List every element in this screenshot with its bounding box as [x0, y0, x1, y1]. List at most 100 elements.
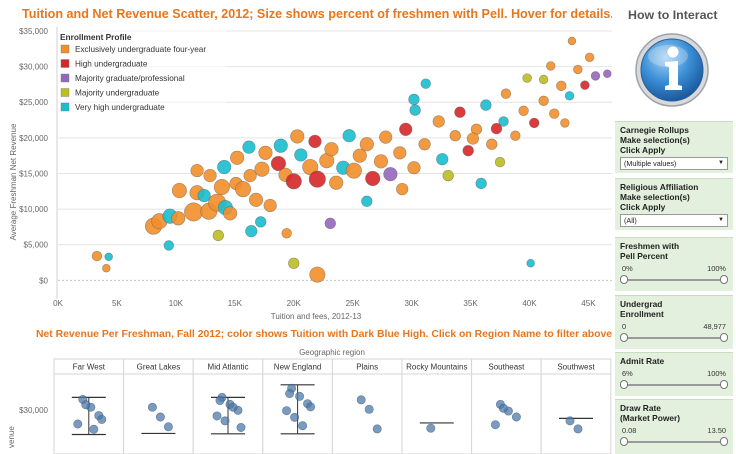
scatter-point[interactable]: [449, 130, 461, 142]
info-icon[interactable]: [634, 30, 710, 110]
scatter-point[interactable]: [408, 93, 420, 106]
region-point[interactable]: [285, 389, 295, 399]
scatter-point[interactable]: [556, 80, 567, 92]
region-point[interactable]: [89, 424, 99, 434]
scatter-point[interactable]: [549, 108, 560, 119]
scatter-point[interactable]: [567, 36, 577, 46]
scatter-point[interactable]: [538, 95, 549, 106]
slider-max-handle[interactable]: [720, 437, 728, 446]
scatter-point[interactable]: [212, 229, 224, 242]
scatter-point[interactable]: [290, 129, 305, 144]
scatter-point[interactable]: [285, 173, 302, 190]
pell-slider[interactable]: [620, 275, 728, 285]
region-point[interactable]: [426, 423, 436, 433]
scatter-point[interactable]: [258, 145, 273, 160]
scatter-point[interactable]: [518, 105, 529, 116]
legend-item-label[interactable]: High undergraduate: [75, 60, 148, 69]
slider-min-handle[interactable]: [620, 437, 628, 446]
scatter-point[interactable]: [245, 225, 258, 238]
scatter-point[interactable]: [263, 198, 277, 213]
region-header[interactable]: Far West: [73, 363, 106, 372]
scatter-point[interactable]: [432, 115, 445, 128]
scatter-point[interactable]: [494, 156, 506, 168]
scatter-point[interactable]: [490, 122, 503, 135]
scatter-point[interactable]: [526, 258, 535, 268]
region-point[interactable]: [290, 412, 300, 422]
region-point[interactable]: [97, 414, 107, 424]
scatter-point[interactable]: [324, 217, 336, 229]
scatter-point[interactable]: [213, 178, 230, 196]
scatter-point[interactable]: [393, 146, 407, 160]
scatter-point[interactable]: [248, 192, 264, 207]
enrollment-slider[interactable]: [620, 333, 728, 343]
scatter-point[interactable]: [163, 240, 174, 251]
legend-item-label[interactable]: Exclusively undergraduate four-year: [75, 45, 206, 54]
scatter-point[interactable]: [365, 170, 381, 187]
region-point[interactable]: [511, 412, 521, 422]
scatter-point[interactable]: [522, 73, 532, 83]
region-point[interactable]: [236, 423, 246, 433]
scatter-point[interactable]: [352, 148, 367, 163]
region-point[interactable]: [306, 402, 316, 412]
scatter-point[interactable]: [281, 228, 292, 239]
scatter-point[interactable]: [223, 206, 238, 221]
carnegie-dropdown[interactable]: (Multiple values) ▼: [620, 157, 728, 170]
legend[interactable]: Enrollment Profile Exclusively undergrad…: [58, 30, 226, 120]
scatter-point[interactable]: [197, 188, 211, 203]
region-point[interactable]: [81, 400, 91, 410]
slider-max-handle[interactable]: [720, 380, 728, 389]
region-point[interactable]: [212, 411, 222, 421]
scatter-point[interactable]: [373, 154, 389, 169]
slider-min-handle[interactable]: [620, 333, 628, 342]
region-point[interactable]: [163, 422, 173, 432]
scatter-point[interactable]: [420, 78, 431, 89]
scatter-point[interactable]: [102, 263, 111, 273]
scatter-point[interactable]: [538, 74, 549, 85]
scatter-point[interactable]: [498, 116, 509, 127]
region-header[interactable]: New England: [274, 363, 322, 372]
scatter-point[interactable]: [442, 169, 454, 182]
scatter-point[interactable]: [230, 150, 245, 165]
scatter-point[interactable]: [407, 161, 421, 175]
scatter-point[interactable]: [573, 64, 583, 75]
region-header[interactable]: Plains: [356, 363, 378, 372]
region-box-plot[interactable]: Geographic region Far West Great Lakes Mid…: [0, 344, 612, 454]
legend-item-label[interactable]: Majority graduate/professional: [75, 74, 185, 83]
scatter-point[interactable]: [273, 138, 288, 153]
scatter-point[interactable]: [529, 117, 540, 129]
region-header[interactable]: Southeast: [488, 363, 525, 372]
scatter-point[interactable]: [510, 130, 521, 141]
region-point[interactable]: [498, 403, 508, 413]
scatter-point[interactable]: [480, 99, 492, 111]
scatter-point[interactable]: [104, 252, 113, 262]
legend-swatch[interactable]: [60, 88, 70, 97]
region-point[interactable]: [364, 404, 374, 414]
region-point[interactable]: [282, 406, 292, 416]
region-header[interactable]: Southwest: [557, 363, 595, 372]
region-point[interactable]: [220, 416, 230, 426]
scatter-point[interactable]: [294, 148, 308, 162]
scatter-point[interactable]: [584, 52, 595, 63]
scatter-point[interactable]: [564, 91, 575, 101]
scatter-point[interactable]: [171, 183, 187, 199]
scatter-point[interactable]: [235, 181, 252, 198]
scatter-point[interactable]: [436, 153, 449, 166]
region-header[interactable]: Rocky Mountains: [406, 363, 467, 372]
region-point[interactable]: [228, 402, 238, 412]
scatter-point[interactable]: [243, 169, 257, 183]
scatter-point[interactable]: [486, 138, 498, 150]
scatter-point[interactable]: [399, 122, 413, 136]
region-point[interactable]: [295, 391, 305, 401]
scatter-point[interactable]: [171, 211, 186, 226]
scatter-point[interactable]: [242, 140, 256, 154]
region-point[interactable]: [372, 424, 382, 434]
scatter-point[interactable]: [288, 257, 300, 269]
scatter-point[interactable]: [308, 134, 322, 149]
scatter-point[interactable]: [418, 138, 431, 151]
scatter-point[interactable]: [396, 183, 409, 196]
scatter-point[interactable]: [255, 216, 267, 228]
slider-min-handle[interactable]: [620, 380, 628, 389]
religious-dropdown[interactable]: (All) ▼: [620, 214, 728, 227]
scatter-point[interactable]: [379, 130, 393, 144]
scatter-point[interactable]: [91, 250, 103, 262]
